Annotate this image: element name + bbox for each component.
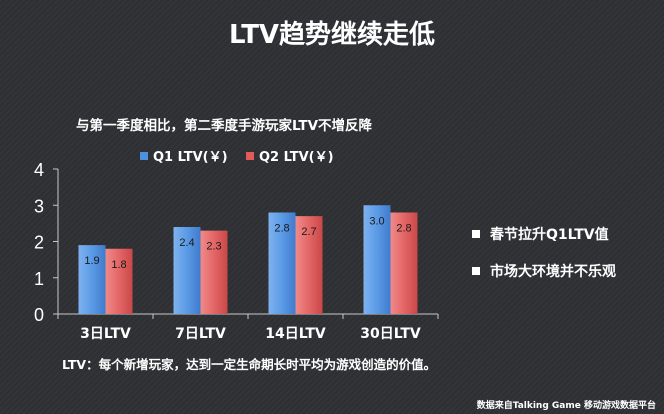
bar-q1 (173, 227, 201, 314)
chart-labels: 3日LTV 7日LTV 14日LTV 30日LTV 1.9 2.4 2.8 3.0 1.8 2.3… (80, 215, 421, 342)
data-label: 1.8 (111, 259, 126, 271)
bullet-icon (472, 267, 480, 275)
bar-q1 (268, 212, 296, 314)
y-tick-label: 4 (34, 160, 44, 180)
x-tick-label: 14日LTV (265, 326, 326, 342)
legend-swatch (140, 152, 148, 160)
source-note: 数据来自Talking Game 移动游戏数据平台 (476, 401, 656, 411)
x-tick-label: 30日LTV (360, 326, 421, 342)
side-note-label: 市场大环境并不乐观 (490, 264, 616, 280)
y-tick-label: 3 (34, 196, 44, 216)
bar-q2 (105, 248, 133, 314)
bar-q2 (390, 212, 418, 314)
bar-q2 (200, 230, 228, 314)
x-tick-label: 3日LTV (80, 326, 131, 342)
y-tick-label: 0 (34, 305, 44, 325)
data-label: 3.0 (369, 215, 384, 227)
legend-label: Q1 LTV(￥) (153, 150, 228, 165)
data-label: 1.9 (84, 255, 99, 267)
bullet-icon (472, 230, 480, 238)
chart-bars (78, 205, 418, 314)
side-notes: 春节拉升Q1LTV值 市场大环境并不乐观 (472, 224, 616, 298)
data-label: 2.8 (396, 223, 411, 235)
data-label: 2.4 (179, 237, 194, 249)
legend-label: Q2 LTV(￥) (259, 150, 334, 165)
chart-subtitle: 与第一季度相比，第二季度手游玩家LTV不增反降 (76, 118, 373, 134)
chart-legend: Q1 LTV(￥) Q2 LTV(￥) (140, 150, 334, 165)
side-note-label: 春节拉升Q1LTV值 (490, 227, 609, 243)
footnote: LTV：每个新增玩家，达到一定生命期长时平均为游戏创造的价值。 (62, 357, 437, 372)
bar-q2 (295, 216, 323, 314)
data-label: 2.3 (206, 241, 221, 253)
bar-q1 (78, 245, 106, 314)
data-label: 2.8 (274, 223, 289, 235)
page-title: LTV趋势继续走低 (228, 20, 436, 50)
x-tick-label: 7日LTV (175, 326, 226, 342)
bar-q1 (363, 205, 391, 314)
legend-swatch (246, 152, 254, 160)
side-note-item: 市场大环境并不乐观 (472, 261, 616, 281)
side-note-item: 春节拉升Q1LTV值 (472, 224, 616, 244)
y-tick-label: 1 (34, 269, 44, 289)
y-tick-label: 2 (34, 233, 44, 253)
data-label: 2.7 (301, 226, 316, 238)
